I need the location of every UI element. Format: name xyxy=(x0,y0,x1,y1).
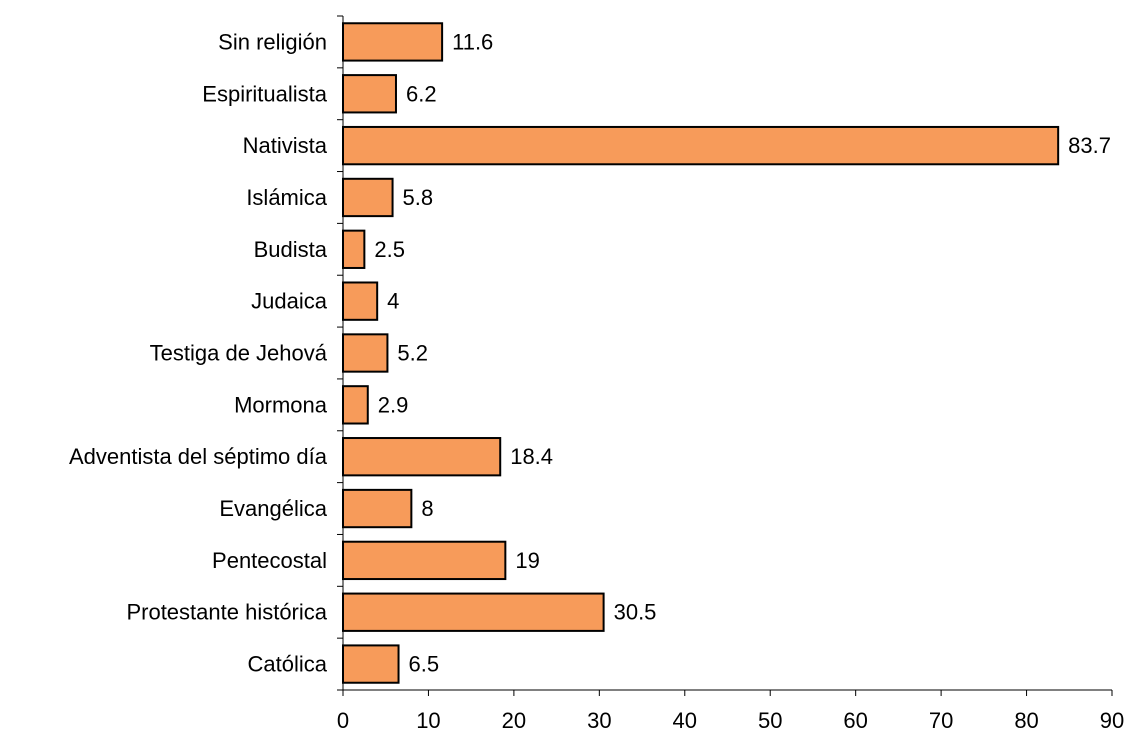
bar xyxy=(342,437,502,477)
x-tick-label: 0 xyxy=(337,708,349,733)
bar xyxy=(342,177,394,218)
x-tick-label: 90 xyxy=(1100,708,1124,733)
category-label: Mormona xyxy=(234,392,328,417)
bar xyxy=(342,281,379,321)
bar xyxy=(342,125,1060,166)
x-tick-label: 20 xyxy=(502,708,526,733)
data-label: 18.4 xyxy=(510,444,553,469)
category-label: Espiritualista xyxy=(202,81,327,106)
x-tick-label: 40 xyxy=(673,708,697,733)
bars-layer xyxy=(342,22,1060,684)
data-label: 30.5 xyxy=(614,600,657,625)
category-label: Católica xyxy=(248,652,328,677)
category-label: Evangélica xyxy=(219,496,327,521)
x-tick-label: 70 xyxy=(929,708,953,733)
bar xyxy=(342,592,605,632)
x-tick-label: 10 xyxy=(416,708,440,733)
category-label: Adventista del séptimo día xyxy=(69,444,328,469)
category-label: Judaica xyxy=(251,289,328,314)
data-label: 6.2 xyxy=(406,81,437,106)
x-tick-label: 50 xyxy=(758,708,782,733)
data-label: 2.5 xyxy=(374,237,405,262)
bar xyxy=(342,333,389,373)
data-label: 83.7 xyxy=(1068,133,1111,158)
data-label: 5.2 xyxy=(397,341,428,366)
data-label: 11.6 xyxy=(452,29,493,54)
category-label: Pentecostal xyxy=(212,548,327,573)
x-tick-label: 30 xyxy=(587,708,611,733)
data-label: 8 xyxy=(421,496,433,521)
bar xyxy=(342,488,413,529)
category-label: Protestante histórica xyxy=(126,600,327,625)
bar xyxy=(342,229,366,269)
data-label: 4 xyxy=(387,289,399,314)
bar xyxy=(342,74,397,114)
data-label: 6.5 xyxy=(409,652,440,677)
data-label: 5.8 xyxy=(403,185,434,210)
bar xyxy=(342,22,444,62)
data-label: 19 xyxy=(515,548,539,573)
labels-layer: 0 10 20 30 40 50 60 70 80 90 Sin religión 11.6 Espir… xyxy=(69,29,1124,733)
category-label: Sin religión xyxy=(218,29,327,54)
data-label: 2.9 xyxy=(378,392,409,417)
bar xyxy=(342,385,369,425)
x-tick-label: 60 xyxy=(843,708,867,733)
x-tick-label: 80 xyxy=(1014,708,1038,733)
category-label: Islámica xyxy=(246,185,327,210)
category-label: Budista xyxy=(254,237,328,262)
category-label: Nativista xyxy=(243,133,328,158)
axes xyxy=(337,15,1113,696)
category-label: Testiga de Jehová xyxy=(150,341,328,366)
bar xyxy=(342,540,507,581)
bar xyxy=(342,644,400,684)
